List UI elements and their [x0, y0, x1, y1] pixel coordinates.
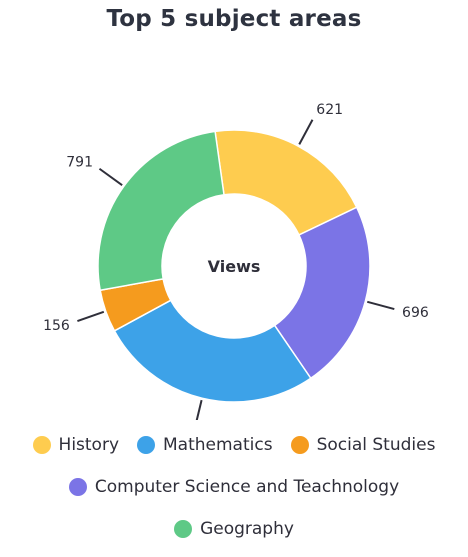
legend-label: Computer Science and Teachnology: [94, 477, 400, 497]
donut-chart: 621696822156791Views: [43, 102, 429, 420]
legend-label: Geography: [200, 519, 294, 539]
legend-item-mathematics[interactable]: Mathematics: [137, 435, 273, 455]
legend-row: History Mathematics Social Studies: [0, 424, 468, 466]
legend-swatch: [290, 436, 309, 454]
legend-label: History: [58, 435, 120, 455]
legend-row: Geography: [0, 508, 468, 550]
slice-computer-science-and-teachnology[interactable]: [273, 206, 371, 380]
legend-row: Computer Science and Teachnology: [0, 466, 468, 508]
legend-swatch: [137, 436, 156, 454]
value-label-geography: 791: [66, 155, 93, 171]
legend-item-computer-science-and-teachnology[interactable]: Computer Science and Teachnology: [68, 477, 400, 497]
value-label-history: 621: [316, 102, 343, 118]
leader-line-mathematics: [195, 399, 203, 420]
legend-label: Social Studies: [316, 435, 436, 455]
slice-mathematics[interactable]: [113, 299, 312, 403]
value-label-social-studies: 156: [43, 318, 70, 334]
chart-title: Top 5 subject areas: [106, 6, 362, 32]
leader-line-history: [298, 119, 314, 145]
legend-item-geography[interactable]: Geography: [174, 519, 294, 539]
leader-line-social-studies: [77, 310, 105, 323]
legend-item-history[interactable]: History: [32, 435, 120, 455]
value-label-computer-science-and-teachnology: 696: [402, 305, 429, 321]
slice-history[interactable]: [214, 129, 358, 236]
center-label: Views: [208, 257, 261, 276]
legend-swatch: [174, 520, 193, 538]
legend-swatch: [68, 478, 87, 496]
legend-label: Mathematics: [163, 435, 273, 455]
legend: History Mathematics Social Studies Computer…: [0, 424, 468, 550]
legend-swatch: [32, 436, 51, 454]
legend-item-social-studies[interactable]: Social Studies: [290, 435, 436, 455]
leader-line-computer-science-and-teachnology: [367, 300, 395, 311]
slice-geography[interactable]: [97, 130, 225, 292]
leader-line-geography: [98, 167, 123, 186]
